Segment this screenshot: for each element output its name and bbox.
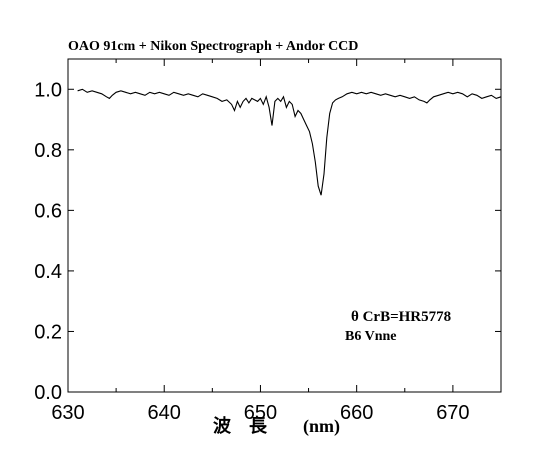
series-line — [77, 88, 502, 196]
x-axis-label: 波 長 (nm) — [213, 415, 340, 437]
x-axis-ticks: 630 640 650 660 670 — [51, 59, 502, 424]
plot-frame — [67, 58, 502, 393]
annotation-star: θ CrB=HR5778 — [351, 309, 451, 325]
y-tick-label: 0.8 — [34, 140, 62, 162]
x-tick-label: 670 — [436, 402, 469, 424]
y-tick-label: 0.6 — [34, 200, 62, 222]
x-tick-label: 650 — [244, 402, 277, 424]
y-tick-label: 0.4 — [34, 261, 62, 283]
y-axis-ticks: 0.0 0.2 0.4 0.6 0.8 1.0 — [34, 79, 501, 404]
y-tick-label: 1.0 — [34, 79, 62, 101]
x-tick-label: 640 — [148, 402, 181, 424]
y-tick-label: 0.0 — [34, 382, 62, 404]
y-tick-label: 0.2 — [34, 321, 62, 343]
x-tick-label: 630 — [51, 402, 84, 424]
chart-title: OAO 91cm + Nikon Spectrograph + Andor CC… — [68, 39, 358, 54]
annotation-type: B6 Vnne — [345, 329, 396, 344]
x-tick-label: 660 — [340, 402, 373, 424]
